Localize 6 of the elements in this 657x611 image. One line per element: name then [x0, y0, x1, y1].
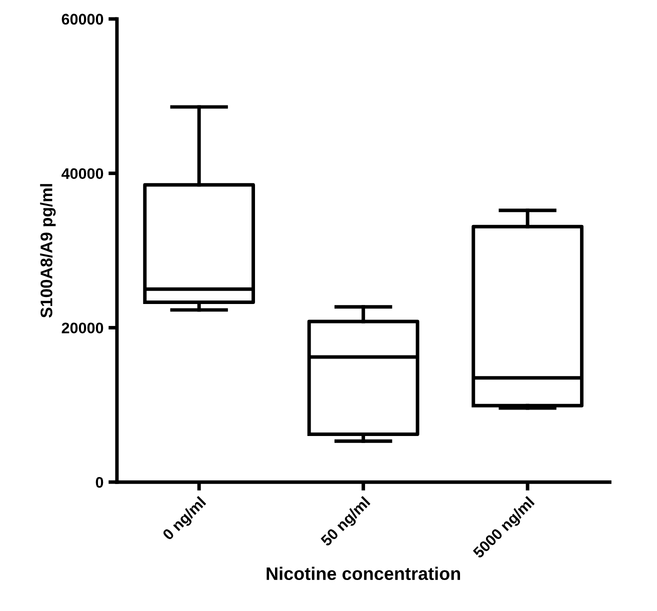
y-tick-label: 20000: [62, 322, 104, 334]
y-axis-title: S100A8/A9 pg/ml: [40, 184, 56, 318]
y-tick-label: 40000: [62, 168, 104, 180]
y-tick-label: 60000: [62, 14, 104, 25]
x-axis-title: Nicotine concentration: [266, 566, 460, 580]
y-tick-label: 0: [96, 476, 104, 488]
